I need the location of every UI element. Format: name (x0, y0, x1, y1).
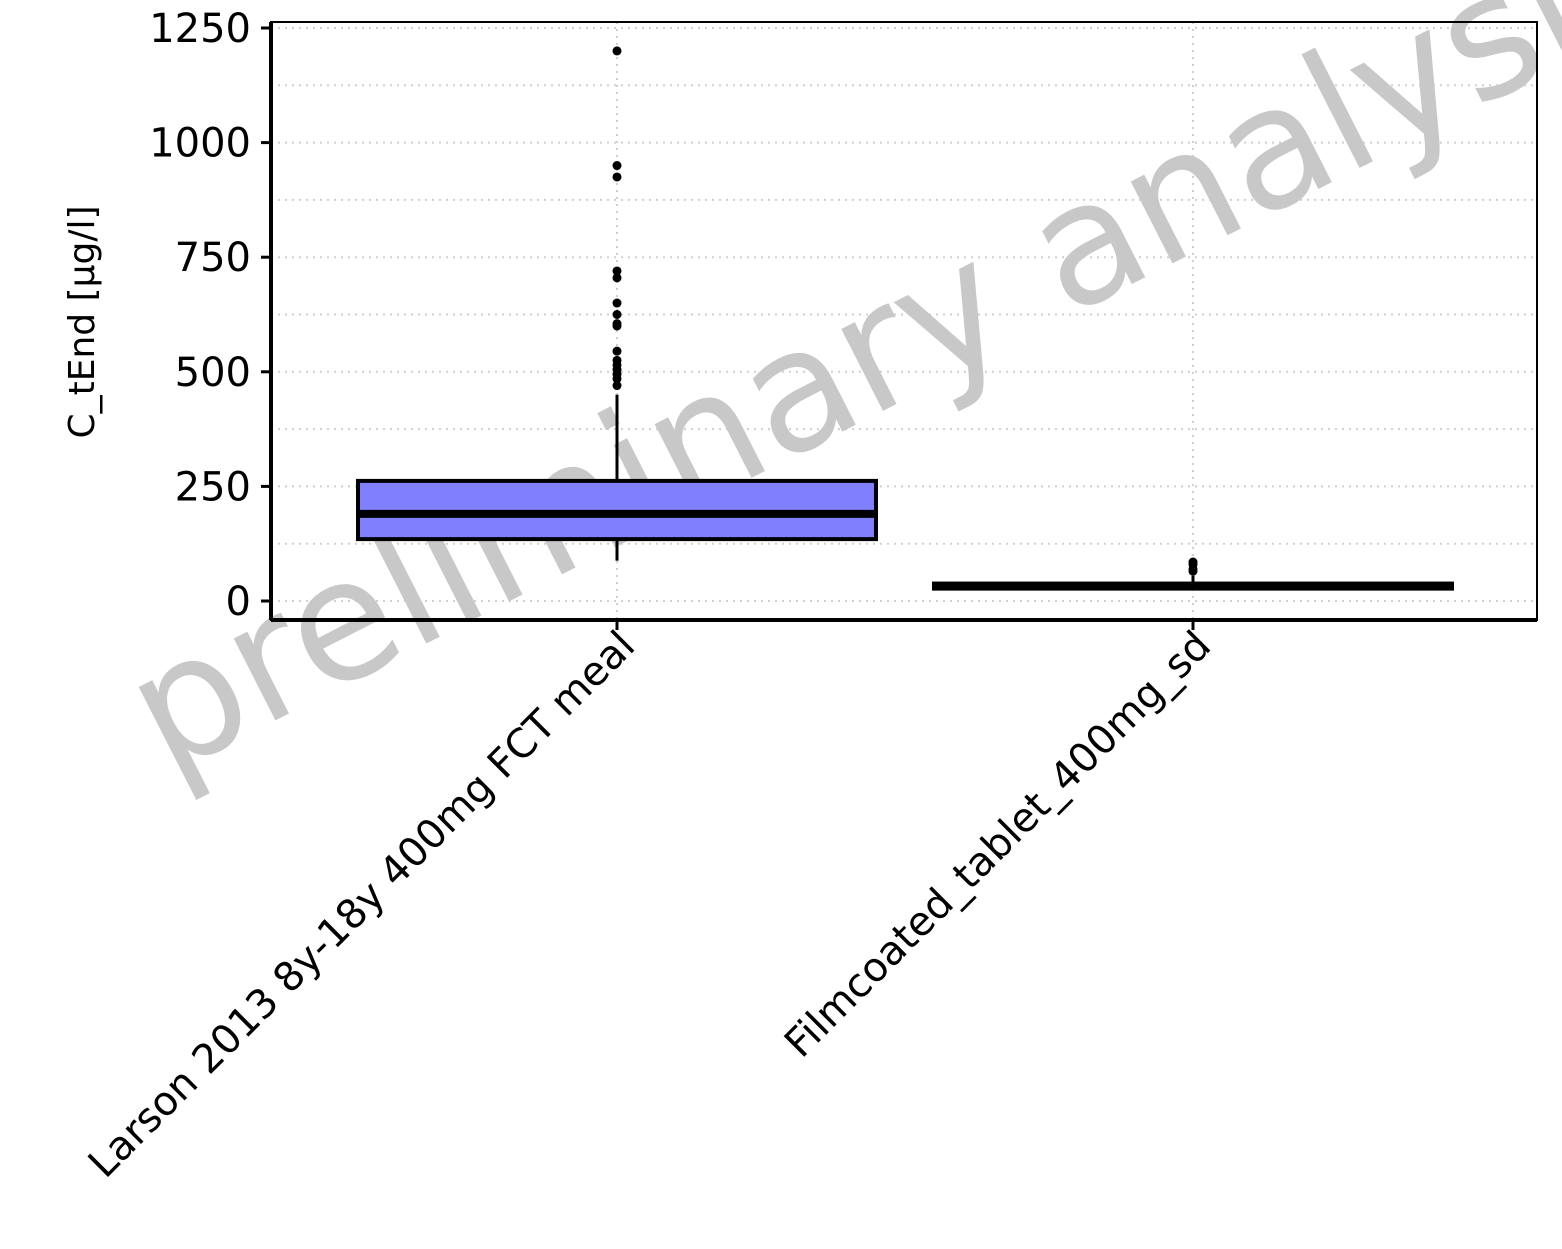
box-group (356, 46, 878, 561)
outlier-point (612, 161, 622, 171)
x-tick-label: Filmcoated_tablet_400mg_sd (776, 623, 1220, 1067)
axes (269, 21, 1538, 622)
outlier-point (612, 298, 622, 308)
outlier-point (612, 172, 622, 182)
y-tick-label: 1000 (149, 121, 251, 167)
y-ticks: 0 250 500 750 1000 1250 (149, 6, 271, 625)
watermark: preliminary analysis (96, 0, 1562, 811)
watermark-layer: preliminary analysis (96, 0, 1562, 811)
outlier-point (612, 310, 622, 319)
y-tick-label: 250 (175, 464, 251, 510)
y-tick-label: 1250 (149, 6, 251, 52)
outlier-point (612, 46, 622, 56)
y-tick-label: 0 (226, 579, 251, 625)
outlier-point (612, 346, 622, 356)
y-axis-title: C_tEnd [µg/l] (62, 205, 103, 438)
outlier-point (612, 266, 622, 276)
outlier-point (612, 355, 622, 365)
y-tick-label: 500 (175, 350, 251, 396)
y-tick-label: 750 (175, 235, 251, 281)
outlier-point (1188, 557, 1198, 567)
outlier-point (612, 319, 622, 329)
outlier-point (612, 273, 622, 283)
boxes (356, 46, 1454, 591)
box-group (932, 557, 1454, 591)
outlier-point (612, 381, 622, 391)
